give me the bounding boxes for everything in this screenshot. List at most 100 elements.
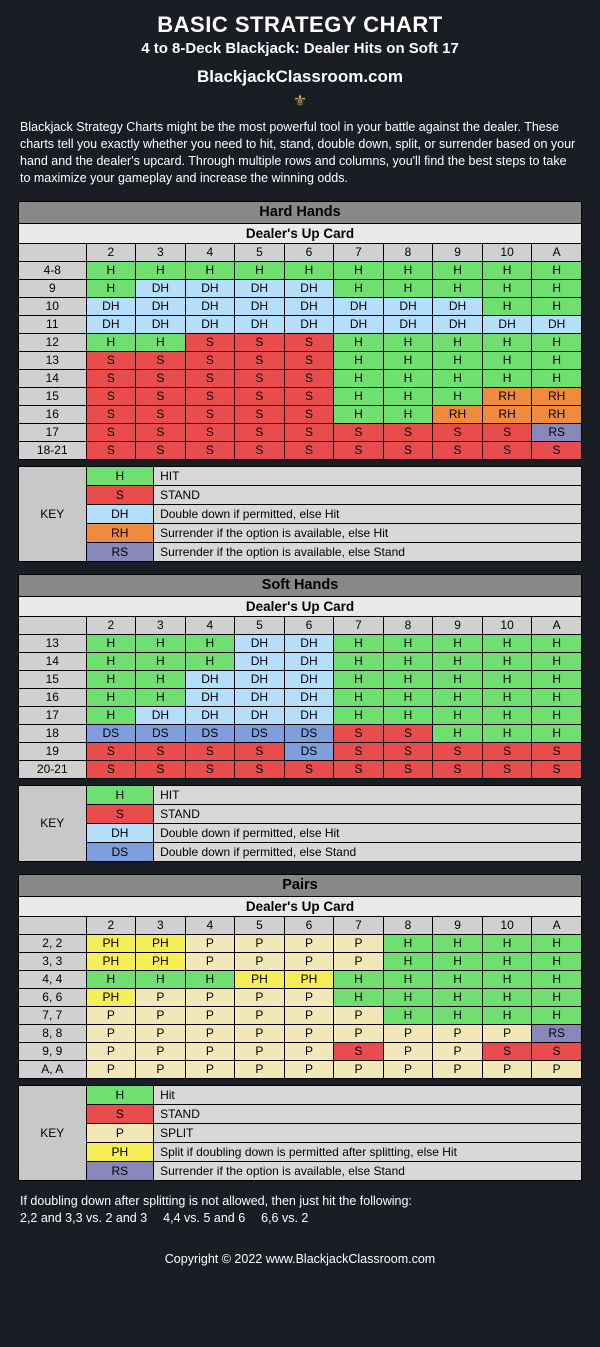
col-header: 7 <box>334 243 384 261</box>
strategy-cell: H <box>383 634 433 652</box>
strategy-cell: DH <box>383 297 433 315</box>
strategy-cell: H <box>334 970 384 988</box>
strategy-cell: S <box>185 369 235 387</box>
strategy-cell: S <box>235 441 285 459</box>
key-label: KEY <box>19 466 87 561</box>
strategy-cell: DH <box>136 279 186 297</box>
row-header: 14 <box>19 369 87 387</box>
strategy-cell: H <box>433 1006 483 1024</box>
strategy-cell: H <box>136 333 186 351</box>
strategy-cell: H <box>334 670 384 688</box>
col-header: A <box>532 243 582 261</box>
key-desc: Hit <box>154 1085 582 1104</box>
strategy-cell: DS <box>136 724 186 742</box>
strategy-cell: DH <box>235 688 285 706</box>
strategy-cell: H <box>532 261 582 279</box>
strategy-cell: S <box>433 742 483 760</box>
strategy-cell: H <box>532 369 582 387</box>
strategy-cell: H <box>433 952 483 970</box>
key-table: KEYHHITSSTANDDHDouble down if permitted,… <box>18 466 582 562</box>
col-header: 9 <box>433 243 483 261</box>
strategy-cell: DH <box>185 297 235 315</box>
strategy-cell: P <box>334 1006 384 1024</box>
col-header: 5 <box>235 616 285 634</box>
strategy-cell: DH <box>235 652 285 670</box>
strategy-cell: S <box>334 441 384 459</box>
strategy-cell: H <box>482 1006 532 1024</box>
row-header: 11 <box>19 315 87 333</box>
strategy-cell: P <box>185 934 235 952</box>
strategy-cell: DH <box>86 315 136 333</box>
key-code: S <box>86 485 154 504</box>
col-header: 6 <box>284 916 334 934</box>
row-header: 13 <box>19 351 87 369</box>
col-header: 4 <box>185 616 235 634</box>
strategy-cell: P <box>136 1042 186 1060</box>
strategy-cell: S <box>284 387 334 405</box>
col-header: 10 <box>482 916 532 934</box>
strategy-cell: P <box>532 1060 582 1078</box>
strategy-cell: DH <box>482 315 532 333</box>
strategy-cell: H <box>383 670 433 688</box>
strategy-cell: H <box>185 634 235 652</box>
strategy-cell: P <box>284 988 334 1006</box>
row-header: 15 <box>19 387 87 405</box>
key-code: S <box>86 804 154 823</box>
strategy-cell: DH <box>334 315 384 333</box>
strategy-cell: H <box>482 706 532 724</box>
strategy-cell: DH <box>235 634 285 652</box>
strategy-cell: H <box>482 333 532 351</box>
strategy-cell: H <box>433 387 483 405</box>
strategy-cell: PH <box>235 970 285 988</box>
strategy-table: Soft HandsDealer's Up Card2345678910A13H… <box>18 574 582 779</box>
strategy-cell: DH <box>185 279 235 297</box>
section-header: Soft Hands <box>19 574 582 596</box>
strategy-cell: H <box>482 724 532 742</box>
strategy-cell: PH <box>284 970 334 988</box>
strategy-cell: H <box>185 261 235 279</box>
strategy-cell: S <box>433 423 483 441</box>
strategy-cell: H <box>86 279 136 297</box>
strategy-cell: P <box>86 1060 136 1078</box>
strategy-cell: DS <box>284 742 334 760</box>
col-header: 4 <box>185 916 235 934</box>
strategy-cell: H <box>136 670 186 688</box>
strategy-cell: DH <box>185 315 235 333</box>
row-header: 14 <box>19 652 87 670</box>
strategy-cell: S <box>482 760 532 778</box>
strategy-cell: H <box>482 670 532 688</box>
strategy-cell: P <box>235 1024 285 1042</box>
key-desc: Double down if permitted, else Hit <box>154 823 582 842</box>
strategy-cell: P <box>433 1060 483 1078</box>
strategy-cell: H <box>482 634 532 652</box>
strategy-cell: H <box>334 261 384 279</box>
strategy-cell: DH <box>235 297 285 315</box>
col-header: 7 <box>334 916 384 934</box>
dealer-upcard-header: Dealer's Up Card <box>19 896 582 916</box>
strategy-cell: P <box>334 952 384 970</box>
footnote: If doubling down after splitting is not … <box>20 1193 580 1228</box>
strategy-cell: H <box>433 988 483 1006</box>
strategy-cell: H <box>433 670 483 688</box>
strategy-cell: P <box>185 1006 235 1024</box>
strategy-cell: DS <box>284 724 334 742</box>
strategy-cell: H <box>532 970 582 988</box>
strategy-cell: P <box>284 1006 334 1024</box>
key-code: H <box>86 785 154 804</box>
strategy-cell: P <box>185 952 235 970</box>
row-header: 4, 4 <box>19 970 87 988</box>
strategy-cell: DH <box>136 706 186 724</box>
strategy-cell: H <box>383 970 433 988</box>
strategy-cell: P <box>185 1024 235 1042</box>
key-desc: Split if doubling down is permitted afte… <box>154 1142 582 1161</box>
strategy-cell: P <box>136 1006 186 1024</box>
strategy-cell: H <box>532 706 582 724</box>
strategy-cell: H <box>86 670 136 688</box>
strategy-cell: H <box>532 652 582 670</box>
col-header: 2 <box>86 243 136 261</box>
strategy-cell: H <box>433 634 483 652</box>
strategy-cell: DH <box>433 315 483 333</box>
strategy-cell: H <box>433 652 483 670</box>
strategy-cell: S <box>86 369 136 387</box>
strategy-cell: DH <box>284 297 334 315</box>
